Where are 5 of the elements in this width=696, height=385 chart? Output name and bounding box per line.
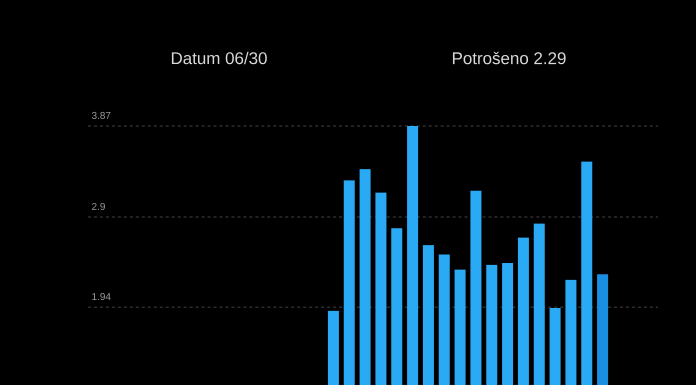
y-tick-label: 2.9 xyxy=(92,202,105,210)
y-tick-label: 3.87 xyxy=(92,112,110,119)
chart-title: Datum 06/30 xyxy=(172,52,267,64)
y-tick-label: 1.94 xyxy=(92,293,111,300)
chart-subtitle: Potrošeno 2.29 xyxy=(452,52,566,64)
